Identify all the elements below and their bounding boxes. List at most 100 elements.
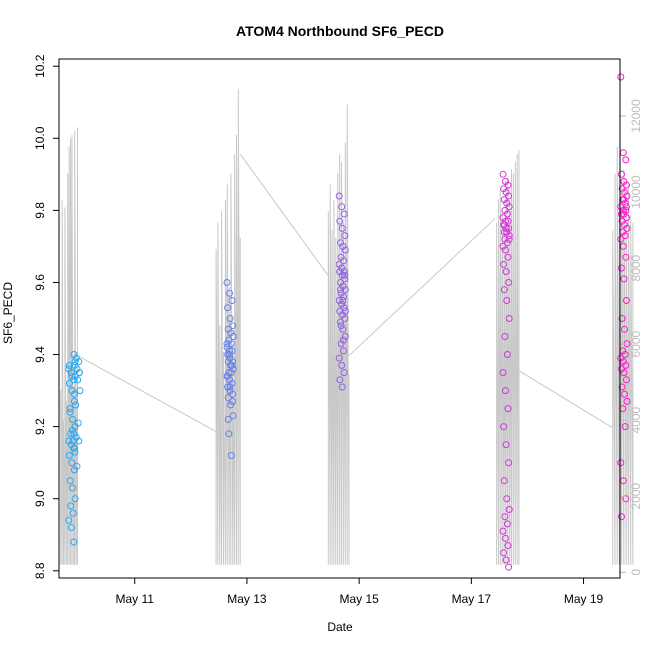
data-point [66, 408, 74, 416]
data-point [621, 351, 629, 358]
data-point [68, 459, 76, 467]
data-point [622, 203, 630, 211]
data-point [340, 268, 348, 276]
data-point [500, 228, 508, 236]
data-point [504, 405, 512, 413]
data-point [341, 246, 349, 254]
data-point [337, 239, 344, 247]
data-point [623, 224, 631, 232]
data-point [68, 372, 76, 380]
y2-tick-label: 4000 [629, 407, 643, 434]
data-point [504, 181, 512, 189]
data-point [620, 369, 628, 377]
data-point [504, 542, 512, 550]
y2-tick-label: 6000 [629, 330, 643, 357]
data-point [340, 347, 347, 355]
data-point [224, 415, 232, 423]
data-point [621, 232, 629, 240]
data-point [505, 563, 513, 571]
trace-connector-2 [348, 218, 496, 356]
data-point [617, 459, 625, 467]
data-point [70, 430, 78, 438]
data-point [503, 210, 511, 218]
data-point [75, 369, 83, 377]
data-point [337, 289, 345, 297]
y-tick-label: 9.0 [33, 490, 47, 507]
x-tick-label: May 11 [116, 592, 155, 606]
y-tick-label: 10.0 [33, 126, 47, 150]
data-point [501, 513, 509, 521]
data-point [338, 224, 346, 232]
data-point [621, 423, 629, 431]
data-point [335, 192, 343, 200]
data-point [227, 452, 235, 459]
data-point [70, 376, 78, 384]
data-point [229, 365, 237, 373]
data-point [618, 210, 625, 218]
data-point [503, 351, 511, 358]
data-point [499, 527, 507, 535]
data-point [503, 520, 511, 528]
trace-connector-0 [77, 355, 217, 433]
data-point [621, 325, 628, 333]
y-tick-label: 9.2 [33, 418, 47, 435]
data-point [505, 315, 513, 322]
data-point [505, 235, 513, 243]
chart-title: ATOM4 Northbound SF6_PECD [236, 23, 444, 39]
data-point [65, 452, 73, 459]
data-point [340, 336, 347, 344]
trace-connector-3 [518, 370, 613, 429]
data-point [73, 462, 81, 470]
data-point [502, 441, 510, 449]
data-point [335, 354, 343, 362]
data-point [622, 376, 630, 384]
data-point [618, 315, 626, 322]
data-point [340, 304, 348, 312]
data-point [341, 333, 349, 340]
data-point [67, 369, 75, 377]
data-point [66, 477, 74, 485]
data-point [71, 444, 78, 452]
data-point [505, 459, 513, 467]
data-point [67, 430, 75, 438]
data-point [75, 358, 83, 366]
data-point [226, 289, 233, 297]
data-point [225, 430, 233, 438]
data-point [505, 279, 513, 286]
data-point [337, 318, 344, 326]
data-point [621, 390, 628, 398]
data-point [226, 351, 233, 358]
data-point [337, 253, 345, 261]
data-point [67, 524, 75, 531]
data-point [227, 369, 235, 377]
data-point [223, 340, 231, 348]
data-point [502, 246, 509, 254]
data-point [500, 549, 508, 557]
data-point [337, 286, 344, 294]
data-point [69, 484, 76, 492]
trace-connector-1 [239, 153, 329, 277]
data-point [623, 397, 631, 405]
data-point [65, 379, 73, 387]
data-point [228, 297, 236, 304]
data-point [618, 170, 625, 178]
data-point [502, 224, 510, 232]
data-point [617, 73, 625, 81]
data-point [620, 196, 628, 204]
data-point [340, 293, 347, 301]
data-point [500, 260, 508, 268]
y-tick-label: 10.2 [33, 54, 47, 78]
data-point [225, 336, 233, 344]
data-point [622, 156, 630, 164]
data-point [618, 383, 626, 391]
data-point [621, 199, 629, 207]
data-point [618, 513, 625, 521]
secondary-trace [60, 89, 634, 565]
data-point [229, 333, 237, 340]
x-tick-label: May 17 [452, 592, 492, 606]
data-point [499, 170, 507, 178]
trace-cluster-0 [60, 127, 78, 565]
data-point [340, 257, 347, 265]
data-points [65, 73, 631, 571]
